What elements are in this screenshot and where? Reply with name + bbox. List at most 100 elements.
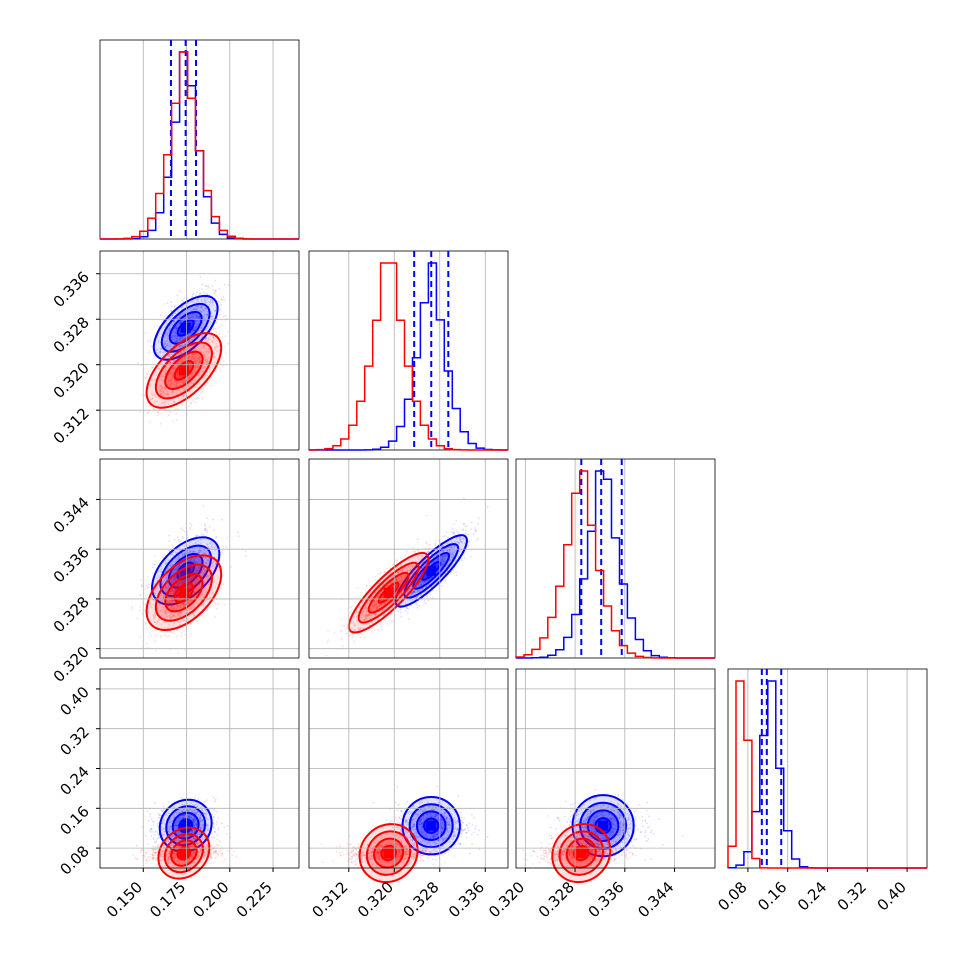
scatter-point bbox=[147, 583, 150, 585]
scatter-point bbox=[203, 313, 206, 316]
scatter-point bbox=[455, 519, 458, 522]
scatter-point bbox=[192, 309, 195, 312]
scatter-point bbox=[154, 833, 156, 836]
scatter-point bbox=[181, 306, 184, 309]
scatter-point bbox=[222, 296, 225, 298]
scatter-point bbox=[172, 330, 175, 333]
scatter-point bbox=[406, 611, 409, 614]
scatter-point bbox=[178, 345, 181, 348]
scatter-point bbox=[160, 348, 162, 351]
scatter-point bbox=[214, 310, 217, 312]
scatter-point bbox=[171, 314, 174, 316]
scatter-point bbox=[210, 300, 212, 302]
scatter-point bbox=[171, 324, 173, 326]
scatter-point bbox=[227, 283, 230, 286]
scatter-point bbox=[423, 600, 426, 602]
scatter-point bbox=[139, 594, 142, 597]
scatter-point bbox=[209, 301, 212, 303]
scatter-point bbox=[174, 326, 177, 328]
scatter-point bbox=[632, 845, 634, 847]
scatter-point bbox=[179, 351, 182, 354]
scatter-point bbox=[196, 315, 199, 317]
scatter-point bbox=[178, 290, 181, 293]
scatter-point bbox=[199, 276, 202, 278]
scatter-point bbox=[200, 306, 203, 309]
scatter-point bbox=[468, 822, 470, 825]
scatter-point bbox=[166, 332, 169, 335]
scatter-point bbox=[196, 317, 199, 320]
scatter-point bbox=[169, 328, 172, 330]
scatter-point bbox=[179, 337, 182, 340]
scatter-point bbox=[186, 559, 189, 562]
scatter-point bbox=[199, 338, 202, 340]
scatter-point bbox=[167, 380, 170, 382]
scatter-point bbox=[165, 344, 168, 347]
scatter-point bbox=[208, 303, 211, 306]
scatter-point bbox=[207, 285, 210, 287]
scatter-point bbox=[192, 293, 194, 296]
scatter-point bbox=[452, 569, 454, 572]
scatter-point bbox=[152, 837, 155, 839]
scatter-point bbox=[475, 825, 477, 827]
scatter-point bbox=[426, 857, 429, 860]
scatter-point bbox=[221, 298, 224, 301]
scatter-point bbox=[214, 279, 217, 282]
scatter-point bbox=[156, 348, 159, 351]
scatter-point bbox=[190, 358, 193, 361]
scatter-point bbox=[204, 307, 207, 310]
scatter-point bbox=[175, 327, 178, 329]
scatter-point bbox=[642, 825, 644, 828]
scatter-point bbox=[162, 351, 165, 354]
scatter-point bbox=[194, 319, 197, 322]
scatter-point bbox=[220, 298, 223, 300]
scatter-point bbox=[211, 301, 214, 304]
scatter-point bbox=[457, 842, 460, 845]
scatter-point bbox=[223, 299, 226, 301]
scatter-point bbox=[193, 302, 196, 304]
scatter-point bbox=[200, 299, 203, 302]
scatter-point bbox=[644, 829, 647, 832]
scatter-point bbox=[193, 307, 196, 310]
scatter-point bbox=[173, 339, 175, 341]
scatter-point bbox=[155, 349, 157, 352]
scatter-point bbox=[148, 351, 151, 353]
scatter-point bbox=[464, 828, 466, 831]
scatter-point bbox=[166, 344, 169, 347]
scatter-point bbox=[190, 316, 193, 318]
scatter-point bbox=[153, 355, 156, 358]
scatter-point bbox=[187, 578, 189, 581]
scatter-point bbox=[170, 301, 173, 303]
scatter-point bbox=[193, 308, 196, 311]
scatter-point bbox=[166, 337, 169, 340]
scatter-point bbox=[166, 343, 169, 346]
scatter-point bbox=[173, 335, 175, 337]
scatter-point bbox=[470, 833, 473, 836]
scatter-point bbox=[199, 306, 202, 309]
scatter-point bbox=[158, 813, 161, 816]
scatter-point bbox=[164, 342, 167, 345]
scatter-point bbox=[215, 810, 218, 813]
scatter-point bbox=[175, 328, 178, 331]
scatter-point bbox=[197, 298, 200, 300]
scatter-point bbox=[548, 834, 551, 837]
scatter-point bbox=[214, 831, 216, 833]
scatter-point bbox=[194, 319, 196, 322]
scatter-point bbox=[391, 620, 393, 623]
scatter-point bbox=[168, 329, 171, 331]
scatter-point bbox=[200, 571, 203, 574]
scatter-point bbox=[214, 292, 216, 295]
scatter-point bbox=[192, 328, 195, 331]
scatter-point bbox=[171, 338, 174, 341]
scatter-point bbox=[646, 801, 648, 804]
scatter-point bbox=[190, 300, 193, 303]
scatter-point bbox=[476, 538, 479, 541]
scatter-point bbox=[194, 305, 197, 308]
scatter-point bbox=[212, 335, 215, 337]
scatter-point bbox=[434, 544, 436, 546]
scatter-point bbox=[555, 828, 558, 830]
scatter-point bbox=[178, 581, 181, 584]
scatter-point bbox=[147, 587, 150, 589]
scatter-point bbox=[634, 815, 637, 818]
scatter-point bbox=[201, 335, 204, 338]
